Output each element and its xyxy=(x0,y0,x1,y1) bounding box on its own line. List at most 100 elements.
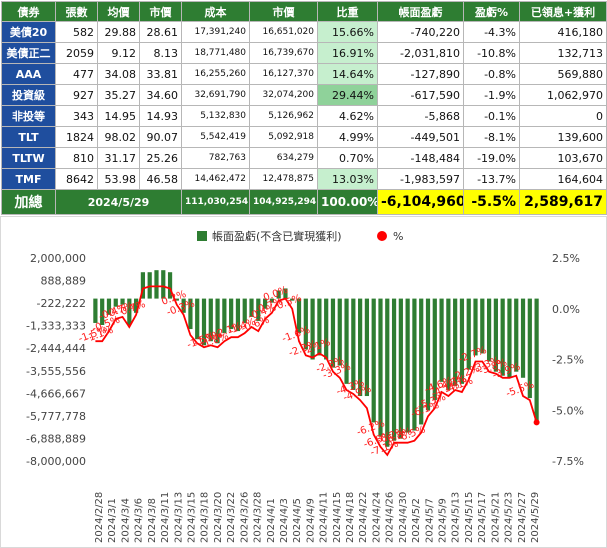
cost-cell: 17,391,240 xyxy=(181,21,250,43)
avg-price-cell: 31.17 xyxy=(97,147,140,169)
pnl-bar xyxy=(242,298,247,323)
pnl-bar xyxy=(514,298,519,372)
x-date-label: 2024/4/18 xyxy=(345,492,356,543)
weight-cell: 15.66% xyxy=(317,21,378,43)
header-income: 已領息+獲利 xyxy=(519,1,607,22)
cost-cell: 16,255,260 xyxy=(181,63,250,85)
pnl-bar xyxy=(269,298,274,303)
pnl-bar xyxy=(439,298,444,382)
x-date-label: 2024/3/18 xyxy=(200,492,211,543)
pnl-bar xyxy=(473,298,478,356)
x-date-label: 2024/4/24 xyxy=(372,492,383,543)
bond-name: 投資級 xyxy=(1,84,56,106)
header-avg-price: 均價 xyxy=(97,1,140,22)
pnl-bar xyxy=(446,298,451,390)
pnl-bar xyxy=(317,298,322,356)
x-date-label: 2024/5/27 xyxy=(517,492,528,543)
pnl-bar xyxy=(262,298,268,309)
pnl-bar xyxy=(493,298,498,372)
pnl-bar xyxy=(371,298,376,423)
shares-cell: 810 xyxy=(55,147,98,169)
pnl-pct-cell: -0.8% xyxy=(463,63,520,85)
pnl-bar xyxy=(527,298,532,399)
holdings-table: 債券 張數 均價 市價 成本 市價 比重 帳面盈虧 盈虧% 已領息+獲利 美債2… xyxy=(1,1,607,215)
shares-cell: 1824 xyxy=(55,126,98,148)
pnl-bar xyxy=(174,298,179,301)
bond-name: TMF xyxy=(1,168,56,190)
pnl-bar xyxy=(161,270,166,299)
x-date-label: 2024/5/23 xyxy=(504,492,515,543)
shares-cell: 8642 xyxy=(55,168,98,190)
legend-line-label: % xyxy=(393,230,403,243)
pnl-bar xyxy=(222,298,227,334)
market-value-cell: 12,478,875 xyxy=(249,168,318,190)
total-pnl: -6,104,960 xyxy=(377,189,464,215)
price-cell: 28.61 xyxy=(139,21,182,43)
weight-cell: 16.91% xyxy=(317,42,378,64)
avg-price-cell: 34.08 xyxy=(97,63,140,85)
weight-cell: 4.99% xyxy=(317,126,378,148)
price-cell: 8.13 xyxy=(139,42,182,64)
pnl-bar xyxy=(100,298,105,325)
x-date-label: 2024/3/11 xyxy=(160,492,171,543)
pnl-pct-cell: -4.3% xyxy=(463,21,520,43)
y-left-tick-label: -6,888,889 xyxy=(26,432,86,445)
pnl-bar xyxy=(120,298,125,305)
y-left-tick-label: -222,222 xyxy=(37,297,86,310)
avg-price-cell: 98.02 xyxy=(97,126,140,148)
x-date-label: 2024/4/5 xyxy=(292,498,303,543)
table-row: TLT 1824 98.02 90.07 5,542,419 5,092,918 4.99%… xyxy=(1,126,607,148)
x-date-label: 2024/3/22 xyxy=(226,492,237,543)
pnl-bar xyxy=(113,298,118,307)
y-left-tick-label: -5,777,778 xyxy=(26,410,86,423)
y-left-tick-label: 888,889 xyxy=(41,275,87,288)
x-date-label: 2024/5/7 xyxy=(424,498,435,543)
pnl-bar xyxy=(507,298,512,378)
y-right-tick-label: -2.5% xyxy=(552,354,584,367)
x-date-label: 2024/5/13 xyxy=(451,492,462,543)
pnl-bar xyxy=(249,298,254,317)
shares-cell: 927 xyxy=(55,84,98,106)
pnl-bar xyxy=(290,298,295,301)
pnl-chart: 帳面盈虧(不含已實現獲利) % 2,000,000 888,889 -222,222… xyxy=(0,216,607,548)
avg-price-cell: 53.98 xyxy=(97,168,140,190)
total-cost: 111,030,254 xyxy=(181,189,250,215)
pnl-cell: -740,220 xyxy=(377,21,464,43)
x-date-label: 2024/5/15 xyxy=(464,492,475,543)
x-axis: 2024/2/28 2024/3/1 2024/3/4 2024/3/6 2024/3/… xyxy=(94,492,541,543)
pct-line xyxy=(95,285,540,457)
pnl-bar xyxy=(480,298,485,354)
pnl-bars xyxy=(93,270,539,447)
x-date-label: 2024/3/26 xyxy=(239,492,250,543)
pnl-bar xyxy=(201,298,207,346)
x-date-label: 2024/3/28 xyxy=(253,492,264,543)
pnl-bar xyxy=(310,298,315,360)
x-date-label: 2024/3/8 xyxy=(147,498,158,543)
total-date: 2024/5/29 xyxy=(55,189,182,215)
pnl-bar xyxy=(344,298,349,384)
income-cell: 0 xyxy=(519,105,607,127)
x-date-label: 2024/4/30 xyxy=(398,492,409,543)
income-cell: 164,604 xyxy=(519,168,607,190)
bond-name: 美債正二 xyxy=(1,42,56,64)
bond-name: 非投等 xyxy=(1,105,56,127)
market-value-cell: 16,651,020 xyxy=(249,21,318,43)
weight-cell: 14.64% xyxy=(317,63,378,85)
x-date-label: 2024/3/15 xyxy=(187,492,198,543)
pct-end-marker xyxy=(533,419,540,426)
y-left-tick-label: -2,444,444 xyxy=(26,342,86,355)
y-left-tick-label: -8,000,000 xyxy=(26,455,86,468)
legend-line-swatch xyxy=(377,231,387,241)
pnl-bar xyxy=(466,298,471,370)
pnl-cell: -148,484 xyxy=(377,147,464,169)
pnl-bar xyxy=(500,298,505,376)
table-row: 投資級 927 35.27 34.60 32,691,790 32,074,200 29.4… xyxy=(1,84,607,106)
table-header-row: 債券 張數 均價 市價 成本 市價 比重 帳面盈虧 盈虧% 已領息+獲利 xyxy=(1,1,607,22)
income-cell: 132,713 xyxy=(519,42,607,64)
market-value-cell: 16,739,670 xyxy=(249,42,318,64)
pct-series-line xyxy=(95,285,538,457)
y-right-tick-label: -5.0% xyxy=(552,404,584,417)
pnl-bar xyxy=(296,298,302,334)
pnl-bar xyxy=(364,298,370,397)
header-cost: 成本 xyxy=(181,1,250,22)
